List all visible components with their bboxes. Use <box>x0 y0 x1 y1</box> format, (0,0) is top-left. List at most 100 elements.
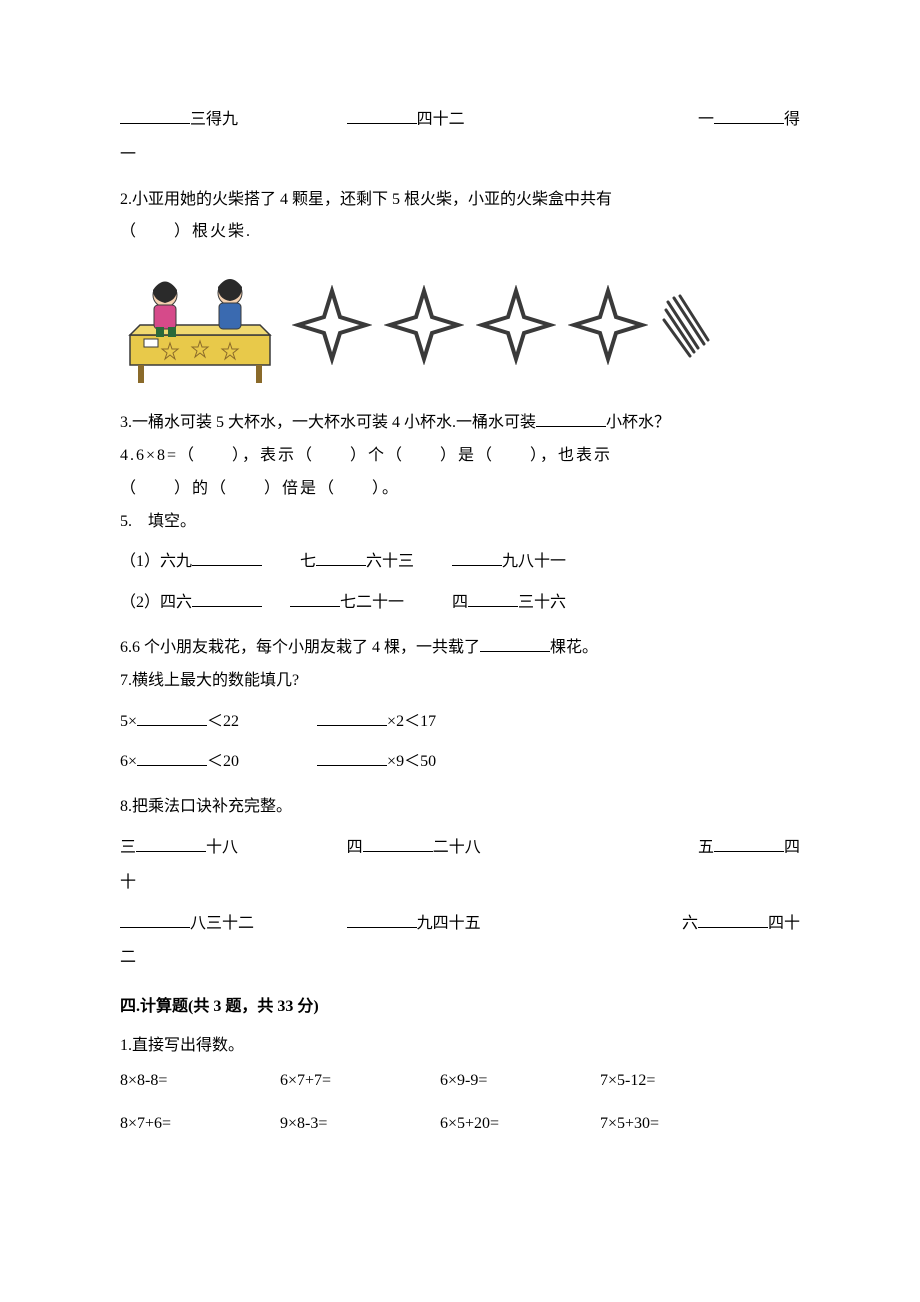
star-icon <box>292 285 372 365</box>
q8-r1-b: 四二十八 <box>347 834 574 863</box>
text: 5× <box>120 713 137 730</box>
text: 五 <box>698 839 714 856</box>
text: 小杯水？ <box>606 414 670 431</box>
q1-part-a: 三得九 <box>120 106 347 135</box>
blank[interactable] <box>468 590 518 607</box>
text: 1.直接写出得数。 <box>120 1037 244 1054</box>
calc-row-1: 8×8-8= 6×7+7= 6×9-9= 7×5-12= <box>120 1067 800 1096</box>
calc-item[interactable]: 9×8-3= <box>280 1110 400 1139</box>
calc-item[interactable]: 8×7+6= <box>120 1110 240 1139</box>
blank-paren[interactable]: （ ）根火柴. <box>120 223 252 240</box>
blank[interactable] <box>714 107 784 124</box>
q4-line2: （ ）的（ ）倍是（ ）。 <box>120 475 800 504</box>
blank[interactable] <box>347 107 417 124</box>
text: 六十三 <box>366 553 414 570</box>
blank[interactable] <box>290 590 340 607</box>
text: 十 <box>120 874 136 891</box>
text: ＜22 <box>207 713 239 730</box>
text: （ ）的（ ）倍是（ ）。 <box>120 480 400 497</box>
text: 7.横线上最大的数能填几? <box>120 672 299 689</box>
text: （1）六九 <box>120 553 192 570</box>
blank[interactable] <box>480 635 550 652</box>
calc-item[interactable]: 6×9-9= <box>440 1067 560 1096</box>
q4-line1: 4.6×8=（ ），表示（ ）个（ ）是（ ），也表示 <box>120 442 800 471</box>
q2-illustration <box>120 265 800 385</box>
blank[interactable] <box>120 107 190 124</box>
text: （2）四六 <box>120 594 192 611</box>
section4-title: 四.计算题(共 3 题，共 33 分) <box>120 993 800 1022</box>
q8-row2-wrap: 二 <box>120 944 800 973</box>
text: 4.6×8=（ ），表示（ ）个（ ）是（ ），也表示 <box>120 447 612 464</box>
text: 3.一桶水可装 5 大杯水，一大杯水可装 4 小杯水.一桶水可装 <box>120 414 536 431</box>
star-icon <box>476 285 556 365</box>
matchsticks-icon <box>660 290 710 360</box>
q1-part-c: 一得 <box>573 106 800 135</box>
q5-row1: （1）六九 七六十三 九八十一 <box>120 548 800 577</box>
q6: 6.6 个小朋友栽花，每个小朋友栽了 4 棵，一共载了棵花。 <box>120 634 800 663</box>
worksheet-page: 三得九 四十二 一得 一 2.小亚用她的火柴搭了 4 颗星，还剩下 5 根火柴，… <box>0 0 920 1302</box>
text: 四 <box>347 839 363 856</box>
blank[interactable] <box>452 549 502 566</box>
blank[interactable] <box>137 709 207 726</box>
q7-title: 7.横线上最大的数能填几? <box>120 667 800 696</box>
text: 三 <box>120 839 136 856</box>
text: 六 <box>682 915 698 932</box>
q2-line1: 2.小亚用她的火柴搭了 4 颗星，还剩下 5 根火柴，小亚的火柴盒中共有 <box>120 186 800 215</box>
text: 四 <box>784 839 800 856</box>
blank[interactable] <box>137 749 207 766</box>
q3: 3.一桶水可装 5 大杯水，一大杯水可装 4 小杯水.一桶水可装 小杯水？ <box>120 409 800 438</box>
text: 七二十一 <box>340 594 404 611</box>
blank[interactable] <box>192 549 262 566</box>
blank[interactable] <box>317 709 387 726</box>
star-icon <box>568 285 648 365</box>
calc-item[interactable]: 7×5-12= <box>600 1067 720 1096</box>
blank[interactable] <box>136 835 206 852</box>
blank[interactable] <box>714 835 784 852</box>
blank[interactable] <box>120 911 190 928</box>
text: 一 <box>120 146 136 163</box>
blank[interactable] <box>317 749 387 766</box>
blank[interactable] <box>363 835 433 852</box>
q8-row2: 八三十二 九四十五 六 四十 <box>120 910 800 939</box>
blank[interactable] <box>536 410 606 427</box>
calc-row-2: 8×7+6= 9×8-3= 6×5+20= 7×5+30= <box>120 1110 800 1139</box>
calc-item[interactable]: 8×8-8= <box>120 1067 240 1096</box>
text: 四十二 <box>417 111 465 128</box>
text: 四 <box>452 594 468 611</box>
q8-r1-a: 三十八 <box>120 834 347 863</box>
text: 6× <box>120 753 137 770</box>
text: 6.6 个小朋友栽花，每个小朋友栽了 4 棵，一共载了 <box>120 639 480 656</box>
kids-table-icon <box>120 265 280 385</box>
text: 九四十五 <box>417 915 481 932</box>
q5-title: 5. 填空。 <box>120 508 800 537</box>
calc-item[interactable]: 7×5+30= <box>600 1110 720 1139</box>
text: ×9＜50 <box>387 753 436 770</box>
text: 四.计算题(共 3 题，共 33 分) <box>120 998 319 1015</box>
calc-item[interactable]: 6×5+20= <box>440 1110 560 1139</box>
blank[interactable] <box>698 911 768 928</box>
q8-r2-b: 九四十五 <box>347 910 574 939</box>
text: 得 <box>784 111 800 128</box>
text: 一 <box>698 111 714 128</box>
q7-row2: 6×＜20 ×9＜50 <box>120 748 800 777</box>
star-icon <box>384 285 464 365</box>
q8-row1: 三十八 四二十八 五四 <box>120 834 800 863</box>
q8-r2-a: 八三十二 <box>120 910 347 939</box>
calc-item[interactable]: 6×7+7= <box>280 1067 400 1096</box>
q5-row2: （2）四六 七二十一 四 三十六 <box>120 589 800 618</box>
blank[interactable] <box>347 911 417 928</box>
q8-row1-wrap: 十 <box>120 869 800 898</box>
text: 八三十二 <box>190 915 254 932</box>
q8-r1-c: 五四 <box>573 834 800 863</box>
q1-row: 三得九 四十二 一得 <box>120 106 800 135</box>
q8-title: 8.把乘法口诀补充完整。 <box>120 793 800 822</box>
text: 5. 填空。 <box>120 513 196 530</box>
q1-part-b: 四十二 <box>347 106 574 135</box>
q7-row1: 5×＜22 ×2＜17 <box>120 708 800 737</box>
blank[interactable] <box>192 590 262 607</box>
text: 七 <box>300 553 316 570</box>
blank[interactable] <box>316 549 366 566</box>
text: 四十 <box>768 915 800 932</box>
text: 三十六 <box>518 594 566 611</box>
q2-line2: （ ）根火柴. <box>120 218 800 247</box>
